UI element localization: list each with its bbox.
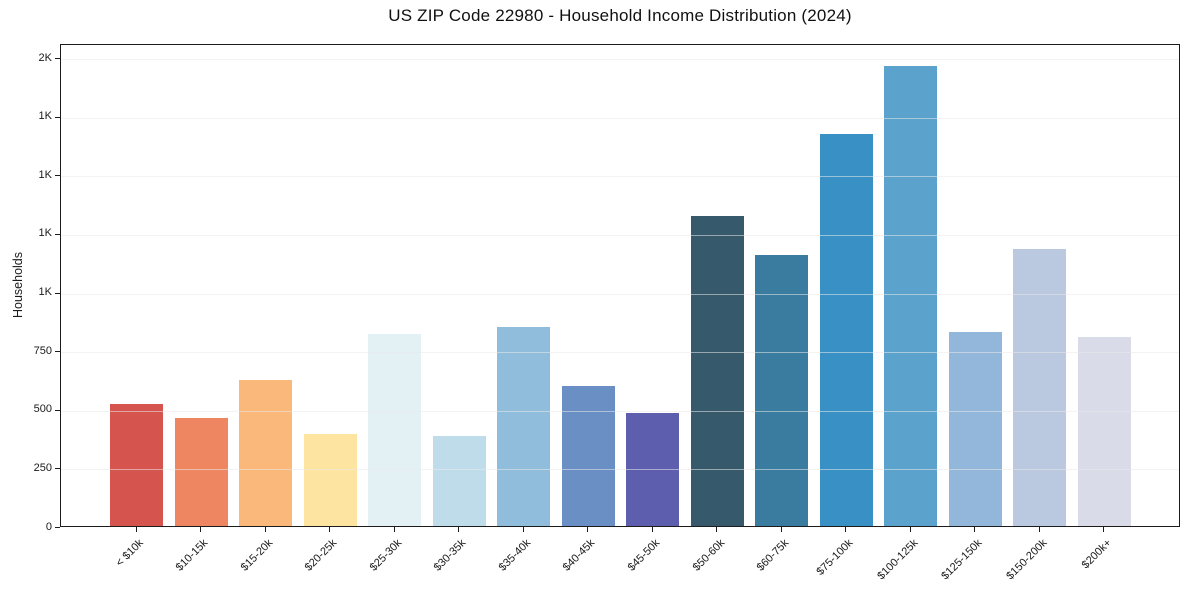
plot-area bbox=[60, 44, 1180, 527]
bar-$50-60k bbox=[690, 216, 744, 526]
bar-$40-45k bbox=[561, 385, 615, 526]
x-tick-label: $40-45k bbox=[561, 537, 598, 574]
y-tick-mark bbox=[55, 468, 60, 470]
x-tick-label: $60-75k bbox=[754, 537, 792, 574]
x-tick-label: $100-125k bbox=[875, 537, 921, 583]
y-tick-mark bbox=[55, 409, 60, 411]
bar-$150-200k bbox=[1013, 249, 1067, 526]
x-tick-label: $45-50k bbox=[625, 537, 663, 574]
x-tick-mark bbox=[1103, 527, 1105, 532]
bar-< $10k bbox=[110, 403, 163, 526]
x-tick-label: $20-25k bbox=[302, 537, 340, 574]
x-tick-mark bbox=[651, 527, 653, 532]
x-tick-mark bbox=[587, 527, 589, 532]
gridlines-layer bbox=[61, 45, 1179, 526]
y-tick-label: 1K bbox=[38, 286, 52, 299]
gridline-1500 bbox=[61, 176, 1179, 178]
x-tick-mark bbox=[522, 527, 524, 532]
x-tick-mark bbox=[1038, 527, 1040, 532]
y-tick-label: 250 bbox=[33, 461, 52, 474]
x-tick-label: $10-15k bbox=[173, 537, 211, 574]
bar-$100-125k bbox=[884, 66, 938, 526]
y-tick-mark bbox=[55, 116, 60, 118]
x-tick-label: $125-150k bbox=[939, 537, 985, 583]
bar-$125-150k bbox=[948, 332, 1002, 526]
x-tick-mark bbox=[909, 527, 911, 532]
x-tick-mark bbox=[264, 527, 266, 532]
y-tick-label: 1K bbox=[38, 110, 52, 123]
x-tick-mark bbox=[974, 527, 976, 532]
x-tick-label: $35-40k bbox=[496, 537, 534, 574]
x-tick-mark bbox=[716, 527, 718, 532]
x-tick-mark bbox=[135, 527, 137, 532]
bars-layer bbox=[61, 45, 1179, 526]
y-tick-label: 500 bbox=[33, 403, 52, 416]
y-tick-mark bbox=[55, 175, 60, 177]
x-tick-mark bbox=[329, 527, 331, 532]
y-tick-label: 0 bbox=[45, 520, 52, 533]
gridline-500 bbox=[61, 410, 1179, 412]
x-tick-mark bbox=[458, 527, 460, 532]
y-tick-mark bbox=[55, 233, 60, 235]
gridline-750 bbox=[61, 352, 1179, 354]
x-tick-label: $30-35k bbox=[432, 537, 469, 574]
y-tick-mark bbox=[55, 351, 60, 353]
gridline-1000 bbox=[61, 293, 1179, 295]
bar-$75-100k bbox=[819, 133, 873, 526]
x-tick-mark bbox=[393, 527, 395, 532]
x-tick-label: $200k+ bbox=[1079, 537, 1114, 572]
x-tick-label: $25-30k bbox=[367, 537, 405, 574]
x-tick-mark bbox=[200, 527, 202, 532]
y-tick-label: 750 bbox=[33, 344, 52, 357]
bar-$10-15k bbox=[174, 417, 228, 526]
gridline-2000 bbox=[61, 59, 1179, 61]
x-tick-label: < $10k bbox=[113, 537, 146, 570]
x-tick-label: $150-200k bbox=[1004, 537, 1050, 583]
y-tick-label: 2K bbox=[38, 51, 52, 64]
x-tick-label: $50-60k bbox=[690, 537, 727, 574]
chart-title: US ZIP Code 22980 - Household Income Dis… bbox=[388, 6, 852, 25]
x-tick-mark bbox=[780, 527, 782, 532]
gridline-1250 bbox=[61, 234, 1179, 236]
x-tick-label: $15-20k bbox=[238, 537, 276, 574]
y-tick-mark bbox=[55, 527, 60, 528]
bar-$25-30k bbox=[368, 334, 422, 526]
bar-$20-25k bbox=[303, 433, 357, 526]
x-tick-label: $75-100k bbox=[814, 537, 856, 578]
y-tick-mark bbox=[55, 58, 60, 60]
bar-$200k+ bbox=[1077, 337, 1131, 526]
y-axis-label: Households bbox=[11, 251, 25, 319]
y-tick-label: 1K bbox=[38, 168, 52, 181]
bar-$35-40k bbox=[497, 327, 551, 526]
bar-$60-75k bbox=[755, 254, 809, 526]
bar-$15-20k bbox=[239, 380, 293, 526]
gridline-1750 bbox=[61, 117, 1179, 119]
y-tick-mark bbox=[55, 292, 60, 294]
x-tick-mark bbox=[845, 527, 847, 532]
bar-$30-35k bbox=[432, 435, 486, 526]
gridline-250 bbox=[61, 469, 1179, 471]
y-tick-label: 1K bbox=[38, 227, 52, 240]
